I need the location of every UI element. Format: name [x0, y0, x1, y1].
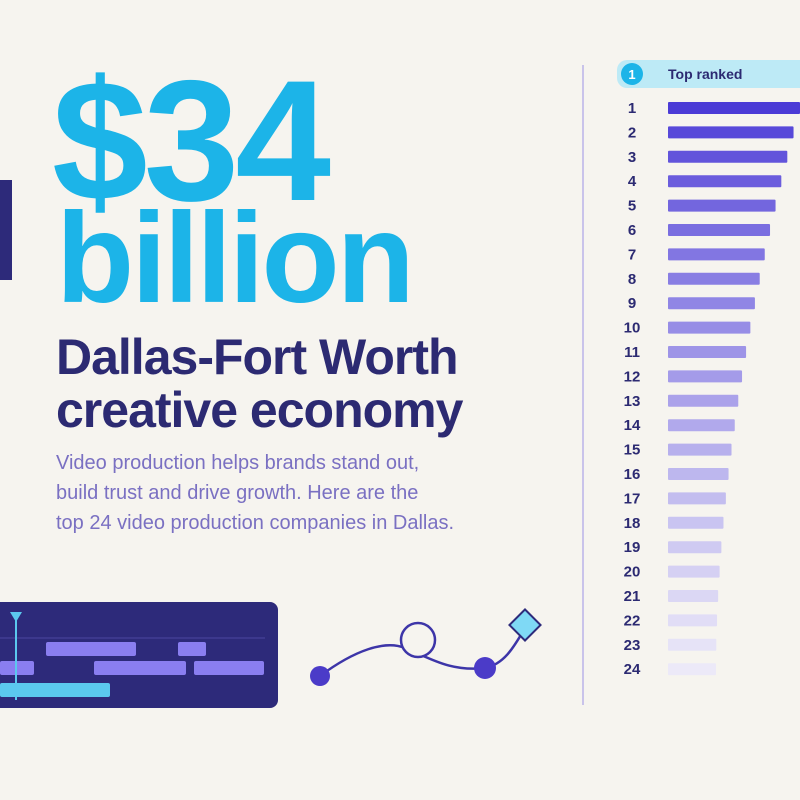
curve-point: [399, 621, 437, 659]
rank-number: 11: [624, 344, 640, 361]
rank-number: 16: [624, 466, 641, 483]
rank-number: 18: [624, 515, 641, 532]
rank-bar: [668, 321, 751, 334]
rank-number: 6: [628, 222, 636, 239]
rank-number: 17: [624, 490, 641, 507]
rank-number: 4: [628, 173, 637, 190]
description-line: top 24 video production companies in Dal…: [56, 512, 454, 534]
rank-bar: [668, 272, 760, 285]
rank-bar: [668, 443, 732, 456]
ranking-badge-text: 1: [628, 67, 635, 82]
clip: [0, 683, 110, 697]
timeline-illustration: [0, 602, 278, 708]
headline-amount: $34: [52, 45, 330, 237]
rank-number: 7: [628, 246, 636, 263]
rank-number: 3: [628, 149, 636, 166]
curve-illustration: [310, 608, 542, 686]
playhead-head: [10, 612, 22, 622]
rank-bar: [668, 590, 719, 602]
rank-bar: [668, 394, 739, 407]
curve-point: [474, 657, 496, 679]
rank-number: 14: [624, 417, 641, 434]
rank-bar: [668, 199, 776, 212]
rank-bar: [668, 224, 771, 236]
clip: [194, 661, 264, 675]
rank-bar: [668, 614, 718, 627]
rank-number: 1: [628, 100, 636, 117]
rank-bar: [668, 370, 743, 383]
headline-unit: billion: [56, 187, 412, 330]
title-line: Dallas-Fort Worth: [56, 329, 458, 385]
rank-bar: [668, 175, 782, 188]
rank-number: 19: [624, 539, 641, 556]
description-line: build trust and drive growth. Here are t…: [56, 482, 418, 504]
rank-bar: [668, 102, 800, 114]
rank-bar: [668, 663, 716, 676]
rank-bar: [668, 565, 720, 578]
curve-diamond: [508, 608, 542, 642]
curve-point: [310, 666, 330, 686]
rank-number: 8: [628, 271, 636, 288]
rank-number: 12: [624, 368, 641, 385]
ranking: 1 Top ranked 123456789101112131415161718…: [617, 60, 800, 678]
rank-number: 20: [624, 564, 641, 581]
rank-number: 21: [624, 588, 641, 605]
rank-number: 22: [624, 612, 641, 629]
curve: [319, 627, 527, 678]
rank-number: 9: [628, 295, 636, 312]
rank-number: 24: [624, 661, 641, 678]
side-accent: [0, 180, 12, 280]
clip: [46, 642, 136, 656]
rank-bar: [668, 419, 735, 432]
rank-bar: [668, 346, 747, 358]
rank-bar: [668, 492, 726, 505]
rank-bar: [668, 638, 717, 651]
ranking-badge: [621, 63, 643, 85]
rank-bar: [668, 297, 755, 310]
rank-bar: [668, 468, 729, 480]
rank-number: 15: [624, 442, 641, 459]
rank-number: 23: [624, 637, 641, 654]
title-line: creative economy: [56, 382, 464, 438]
rank-bar: [668, 541, 722, 554]
description-line: Video production helps brands stand out,: [56, 452, 419, 474]
timeline-panel: [0, 602, 278, 708]
rank-bar: [668, 150, 788, 163]
rank-number: 2: [628, 124, 636, 141]
clip: [94, 661, 186, 675]
rank-bar: [668, 126, 794, 139]
clip: [178, 642, 206, 656]
rank-number: 13: [624, 393, 641, 410]
rank-bar: [668, 248, 765, 261]
rank-number: 5: [628, 198, 636, 215]
rank-bar: [668, 516, 724, 529]
ranking-pill: [617, 60, 800, 88]
rank-number: 10: [624, 320, 641, 337]
ranking-label: Top ranked: [668, 66, 742, 82]
